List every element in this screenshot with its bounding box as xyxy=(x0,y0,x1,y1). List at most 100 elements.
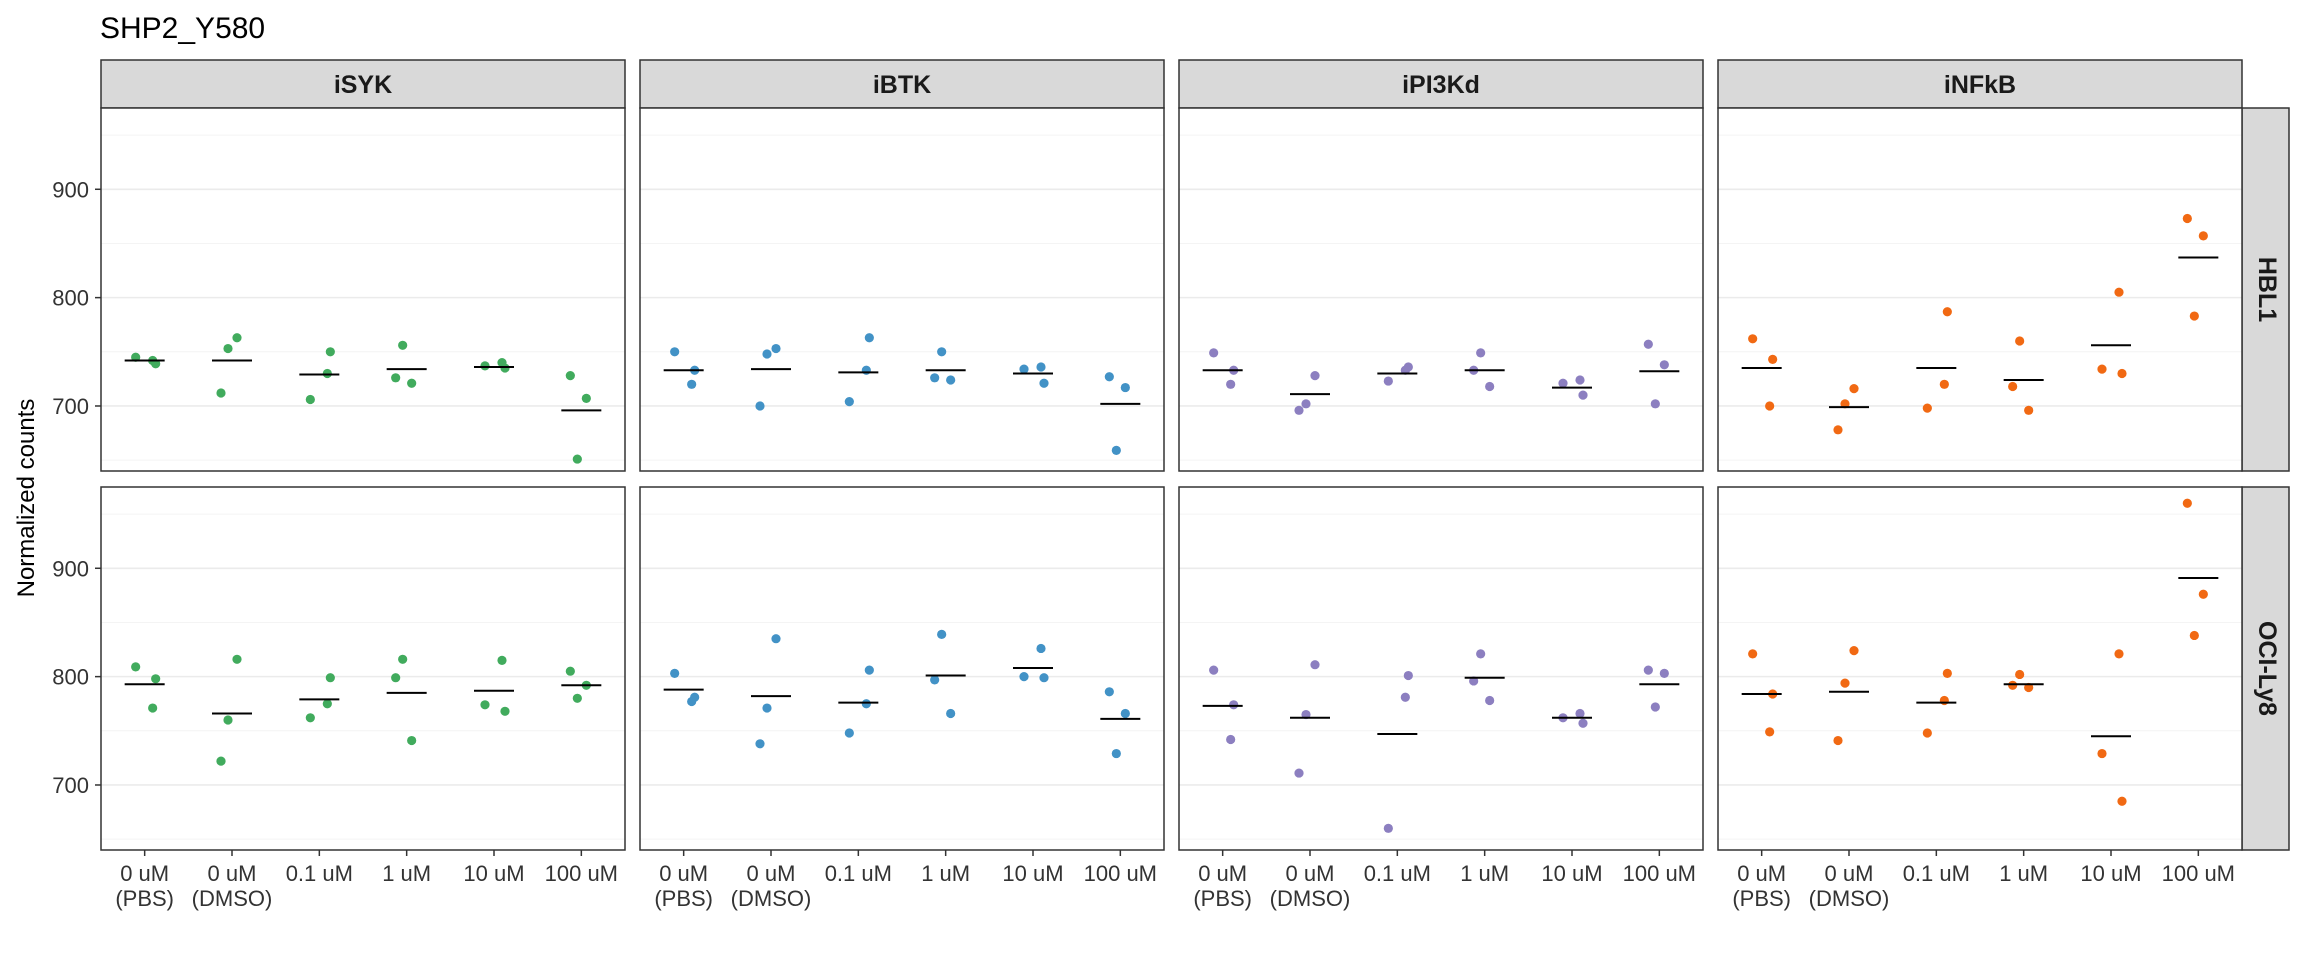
panel-iBTK-HBL1 xyxy=(639,107,1165,472)
data-point xyxy=(937,629,947,639)
data-point xyxy=(1111,748,1121,759)
x-tick-label-line: (PBS) xyxy=(654,886,713,911)
data-point xyxy=(1659,360,1669,370)
data-point xyxy=(1036,643,1046,654)
data-point xyxy=(1942,307,1952,317)
panel-border xyxy=(639,107,1165,472)
data-point xyxy=(1039,673,1049,683)
data-point xyxy=(2198,231,2208,241)
data-point xyxy=(1849,646,1859,656)
facet-label-iBTK: iBTK xyxy=(873,71,931,99)
data-point xyxy=(1643,339,1653,349)
x-tick-label-line: 0.1 uM xyxy=(1903,861,1970,886)
x-tick-label: 0 uM (DMSO) xyxy=(192,861,273,911)
data-point xyxy=(2097,748,2107,759)
data-point xyxy=(1209,665,1219,675)
data-point xyxy=(1301,399,1311,409)
y-axis-label: Normalized counts xyxy=(13,399,40,598)
x-tick-label-line: 10 uM xyxy=(463,861,524,886)
data-point xyxy=(398,340,408,350)
data-point xyxy=(2189,630,2199,641)
data-point xyxy=(2189,311,2199,321)
x-tick-label-line: (DMSO) xyxy=(1809,886,1890,911)
data-point xyxy=(2015,336,2025,346)
data-point xyxy=(1403,670,1413,681)
panel-grid: iSYK iBTK iPI3Kd iNFkB HBL1 OCI-Ly8 700 800 900 7… xyxy=(52,59,2290,911)
data-point xyxy=(1485,381,1495,392)
panel-border xyxy=(1178,107,1704,472)
data-point xyxy=(2182,213,2192,224)
data-point xyxy=(864,333,874,343)
x-tick-label-line: (PBS) xyxy=(1732,886,1791,911)
data-point xyxy=(407,378,417,388)
data-point xyxy=(1019,672,1029,682)
panel-background xyxy=(640,108,1164,471)
data-point xyxy=(771,634,781,644)
panel-background xyxy=(640,487,1164,850)
data-point xyxy=(1485,695,1495,706)
data-point xyxy=(565,371,575,381)
data-point xyxy=(1476,348,1486,358)
data-point xyxy=(391,373,401,383)
data-point xyxy=(391,673,401,683)
data-point xyxy=(1939,695,1949,706)
data-point xyxy=(1294,405,1304,415)
y-tick-label: 800 xyxy=(52,286,89,311)
data-point xyxy=(148,703,158,713)
data-point xyxy=(861,699,871,709)
x-tick-label: 1 uM xyxy=(921,861,970,886)
x-tick-label: 100 uM xyxy=(1084,861,1157,886)
x-tick-label-line: 1 uM xyxy=(382,861,431,886)
x-tick-label: 100 uM xyxy=(545,861,618,886)
x-tick-label-line: (DMSO) xyxy=(731,886,812,911)
panel-iPI3Kd-HBL1 xyxy=(1178,107,1704,472)
x-tick-label-line: 10 uM xyxy=(2080,861,2141,886)
data-point xyxy=(581,393,591,403)
x-tick-label-line: 100 uM xyxy=(1084,861,1157,886)
row-label-HBL1: HBL1 xyxy=(2253,257,2281,322)
panel-background xyxy=(1718,487,2242,850)
x-tick-label: 1 uM xyxy=(1460,861,1509,886)
facet-strip-iBTK xyxy=(639,59,1165,109)
data-point xyxy=(687,379,697,389)
facet-strip-iNFkB xyxy=(1717,59,2243,109)
x-tick-label: 10 uM xyxy=(1541,861,1602,886)
x-tick-label-line: 1 uM xyxy=(1460,861,1509,886)
x-tick-label-line: 10 uM xyxy=(1002,861,1063,886)
data-point xyxy=(1748,649,1758,659)
data-point xyxy=(1226,379,1236,389)
data-point xyxy=(687,696,697,707)
data-point xyxy=(844,397,854,407)
data-point xyxy=(844,728,854,738)
data-point xyxy=(2182,498,2192,508)
y-tick-label: 700 xyxy=(52,773,89,798)
x-tick-label-line: 0 uM xyxy=(208,861,257,886)
data-point xyxy=(232,654,242,664)
data-point xyxy=(1578,718,1588,728)
x-tick-label: 100 uM xyxy=(2162,861,2235,886)
data-point xyxy=(216,756,226,766)
panel-iSYK-HBL1 xyxy=(100,107,626,472)
panel-border xyxy=(1178,486,1704,851)
data-point xyxy=(930,373,940,383)
data-point xyxy=(407,735,417,746)
data-point xyxy=(1650,399,1660,409)
data-point xyxy=(1575,708,1585,719)
data-point xyxy=(1922,728,1932,738)
panel-background xyxy=(101,108,625,471)
data-point xyxy=(322,368,332,379)
panel-iNFkB-OCI-Ly8 xyxy=(1717,486,2243,851)
data-point xyxy=(2097,364,2107,374)
data-point xyxy=(2024,405,2034,415)
data-point xyxy=(1104,372,1114,382)
y-tick-label: 700 xyxy=(52,394,89,419)
data-point xyxy=(1558,378,1568,388)
data-point xyxy=(500,363,510,373)
x-tick-label: 0 uM (DMSO) xyxy=(1809,861,1890,911)
data-point xyxy=(325,347,335,357)
data-point xyxy=(1849,384,1859,394)
x-tick-label-line: 0 uM xyxy=(1198,861,1247,886)
data-point xyxy=(1039,378,1049,388)
data-point xyxy=(232,333,242,343)
